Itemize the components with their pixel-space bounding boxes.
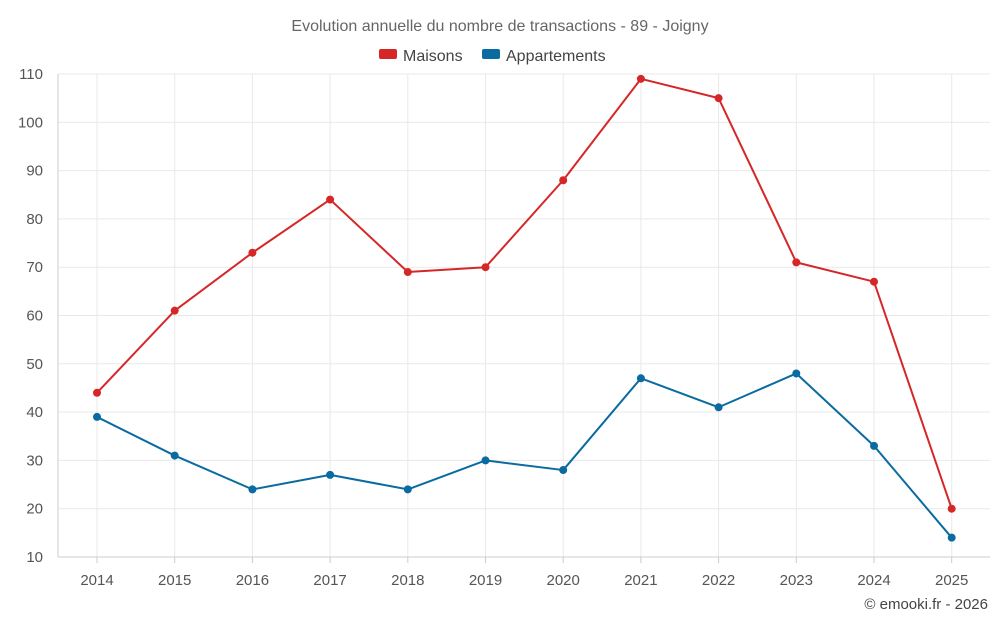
x-tick-label: 2020 (547, 572, 580, 589)
y-tick-label: 90 (26, 163, 43, 180)
data-point-appartements[interactable] (481, 456, 490, 465)
y-tick-label: 40 (26, 404, 43, 421)
x-tick-label: 2015 (158, 572, 191, 589)
series-appartements (93, 369, 956, 542)
grid (58, 73, 990, 557)
y-tick-label: 20 (26, 501, 43, 518)
data-point-appartements[interactable] (714, 403, 723, 412)
x-tick-label: 2014 (80, 572, 113, 589)
chart-title: Evolution annuelle du nombre de transact… (291, 18, 708, 35)
data-point-appartements[interactable] (170, 451, 179, 460)
data-point-maisons[interactable] (170, 306, 179, 315)
legend-label-appartements: Appartements (506, 48, 606, 65)
data-point-appartements[interactable] (93, 412, 101, 421)
series-line-maisons (96, 77, 953, 510)
data-point-appartements[interactable] (947, 533, 956, 542)
legend-swatch-maisons (379, 49, 397, 59)
y-tick-label: 80 (26, 211, 43, 228)
y-tick-label: 110 (19, 66, 43, 83)
legend-label-maisons: Maisons (403, 48, 463, 65)
y-tick-label: 30 (26, 452, 43, 469)
axes: 10 20 30 40 50 60 70 80 90 100 110 2014 2015 2016 2017… (18, 66, 990, 589)
x-tick-label: 2019 (469, 572, 502, 589)
data-point-maisons[interactable] (248, 248, 257, 257)
x-tick-label: 2024 (857, 572, 890, 589)
x-tick-label: 2021 (624, 572, 657, 589)
data-point-maisons[interactable] (559, 176, 568, 185)
y-tick-label: 50 (26, 356, 43, 373)
data-point-maisons[interactable] (636, 74, 645, 83)
data-point-maisons[interactable] (403, 268, 412, 277)
data-point-maisons[interactable] (481, 263, 490, 272)
data-point-appartements[interactable] (636, 374, 645, 383)
x-tick-label: 2022 (702, 572, 735, 589)
x-tick-label: 2017 (313, 572, 346, 589)
data-point-maisons[interactable] (326, 195, 335, 204)
data-point-maisons[interactable] (792, 258, 801, 267)
data-point-appartements[interactable] (403, 485, 412, 494)
data-point-maisons[interactable] (714, 94, 723, 103)
data-point-appartements[interactable] (559, 466, 568, 475)
y-tick-label: 60 (26, 308, 43, 325)
legend-item-maisons[interactable]: Maisons (379, 48, 463, 65)
x-tick-label: 2023 (780, 572, 813, 589)
series-layer (93, 74, 956, 542)
series-maisons (93, 74, 956, 513)
x-tick-label: 2016 (236, 572, 269, 589)
data-point-appartements[interactable] (870, 441, 878, 450)
data-point-maisons[interactable] (93, 388, 101, 397)
series-line-appartements (96, 372, 953, 539)
data-point-appartements[interactable] (326, 470, 335, 479)
credit-text: © emooki.fr - 2026 (864, 596, 988, 613)
y-tick-label: 10 (26, 549, 43, 566)
x-tick-label: 2018 (391, 572, 424, 589)
x-tick-label: 2025 (935, 572, 968, 589)
data-point-appartements[interactable] (248, 485, 257, 494)
data-point-maisons[interactable] (870, 277, 878, 286)
data-point-appartements[interactable] (792, 369, 801, 378)
y-tick-label: 100 (18, 114, 43, 131)
data-point-maisons[interactable] (947, 504, 956, 513)
legend-item-appartements[interactable]: Appartements (482, 48, 606, 65)
y-tick-label: 70 (26, 259, 43, 276)
legend-swatch-appartements (482, 49, 500, 59)
legend: Maisons Appartements (379, 48, 606, 65)
